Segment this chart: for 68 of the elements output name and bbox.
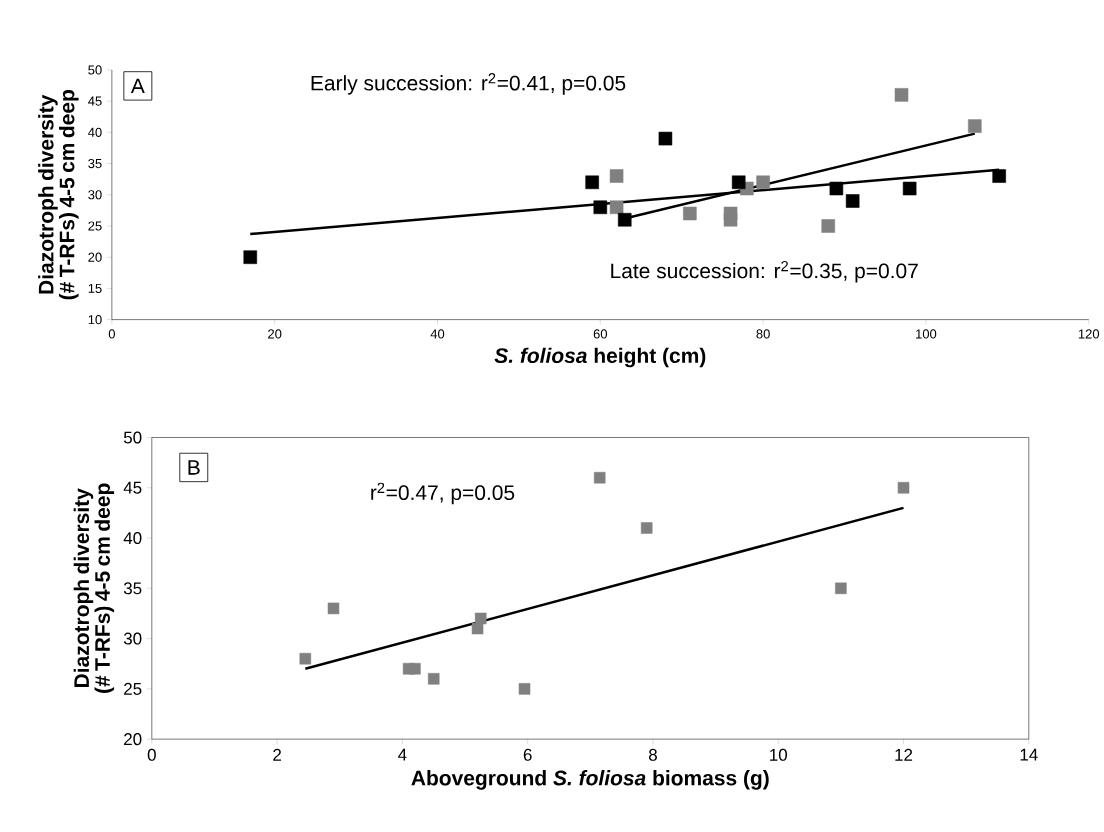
annotation: B [188, 460, 200, 475]
point [593, 200, 608, 215]
x-tick-label: 20 [268, 329, 282, 339]
point [894, 88, 909, 102]
point [731, 175, 746, 190]
x-tick-label: 4 [398, 748, 407, 761]
point [427, 673, 440, 685]
y-tick-label: 25 [88, 221, 102, 231]
x-tick-label: 120 [1078, 329, 1100, 339]
point [609, 200, 624, 215]
point [327, 602, 340, 615]
point [968, 119, 982, 133]
x-tick-label: 40 [430, 329, 445, 339]
x-tick-label: 10 [770, 748, 788, 761]
x-tick-label: 100 [916, 329, 937, 339]
y-tick-label: 20 [124, 733, 142, 746]
y-tick-label: 50 [123, 431, 142, 444]
annotation: A [130, 78, 145, 94]
point [992, 169, 1006, 183]
point [829, 181, 844, 196]
point [723, 212, 738, 227]
x-tick-label: 2 [273, 748, 281, 761]
point [585, 175, 599, 190]
point [409, 662, 421, 675]
x-tick-label: 12 [895, 748, 913, 761]
point [518, 683, 531, 695]
y-tick-label: 25 [124, 682, 142, 695]
x-tick-label: 0 [147, 748, 156, 761]
annotation: Early succession: r$^{2}$=0.41, p=0.05 [311, 73, 626, 95]
x-tick-label: 8 [648, 748, 657, 761]
point [609, 169, 624, 183]
x-tick-label: 60 [593, 329, 608, 339]
y-tick-label: 35 [88, 158, 102, 169]
point [640, 522, 653, 534]
y-tick-label: 10 [88, 315, 102, 325]
y-tick-label: 40 [123, 532, 142, 545]
y-tick-label: 30 [88, 190, 102, 200]
point [299, 652, 312, 665]
point [243, 250, 258, 264]
point [593, 471, 606, 484]
x-tick-label: 0 [108, 329, 115, 339]
y-tick-label: 15 [88, 283, 102, 293]
point [845, 194, 860, 208]
point [683, 206, 697, 221]
point [821, 219, 836, 233]
y-tick-label: 45 [123, 481, 142, 494]
point [897, 482, 910, 494]
point [617, 212, 632, 227]
annotation: r$^{2}$=0.47, p=0.05 [371, 482, 515, 505]
point [835, 582, 847, 595]
y-axis-title: Diazotroph diversity (# T-RFs) 4-5 cm deep [73, 483, 115, 693]
y-tick-label: 20 [88, 252, 102, 262]
x-tick-label: 80 [756, 329, 770, 339]
y-tick-label: 30 [123, 632, 142, 645]
point [756, 175, 770, 190]
annotation: Late succession: r$^{2}$=0.35, p=0.07 [611, 260, 918, 283]
y-tick-label: 40 [88, 127, 102, 137]
point [474, 612, 487, 625]
y-tick-label: 45 [88, 96, 102, 106]
y-tick-label: 50 [88, 65, 102, 75]
y-axis-title: Diazotroph diversity (# T-RFs) 4-5 cm deep [38, 90, 79, 300]
point [658, 131, 673, 146]
y-tick-label: 35 [123, 582, 142, 595]
x-tick-label: 14 [1020, 748, 1038, 761]
x-axis-title: Aboveground S. foliosa biomass (g) [411, 769, 769, 790]
point [902, 181, 917, 196]
x-axis-title: S. foliosa height (cm) [494, 347, 706, 368]
x-tick-label: 6 [523, 748, 532, 761]
